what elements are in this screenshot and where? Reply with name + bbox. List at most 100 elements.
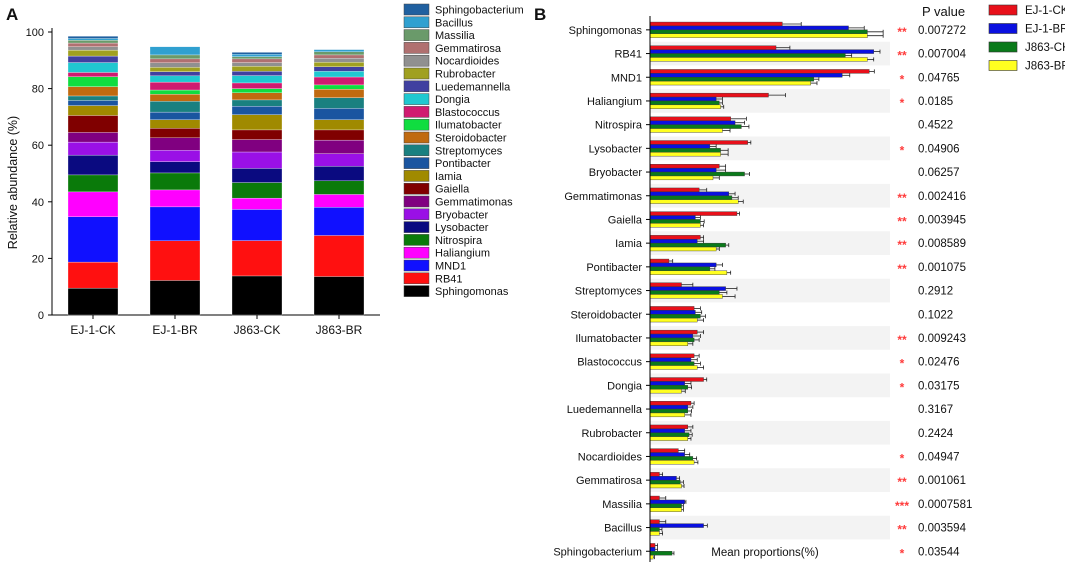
significance-nocardioides: * <box>900 451 905 465</box>
legend-label-bacillus: Bacillus <box>435 17 473 29</box>
p-value-mnd1: 0.04765 <box>918 72 960 84</box>
significance-blastococcus: * <box>900 357 905 371</box>
bar-blastococcus-j863-br <box>649 365 698 370</box>
legend-swatch-gemmatirosa <box>403 42 430 54</box>
stacked-segment-ej-1-br-gemmatirosa <box>149 58 201 63</box>
legend-label-massilia: Massilia <box>435 30 476 42</box>
stacked-segment-ej-1-ck-rb41 <box>67 261 119 289</box>
stacked-segment-ej-1-ck-nocardioides <box>67 46 119 51</box>
stacked-segment-ej-1-ck-iamia <box>67 105 119 116</box>
bar-sphingomonas-ej-1-br <box>649 25 849 31</box>
y-tick-label: 80 <box>32 84 44 96</box>
stacked-segment-ej-1-br-nocardioides <box>149 62 201 68</box>
p-value-bryobacter: 0.06257 <box>918 167 960 179</box>
stacked-segment-ej-1-ck-mnd1 <box>67 216 119 263</box>
bar-bryobacter-j863-ck <box>649 171 745 177</box>
stacked-segment-ej-1-br-sphingomonas <box>149 280 201 316</box>
bar-gaiella-j863-ck <box>649 219 701 224</box>
legend-swatch-j863-br <box>988 60 1018 71</box>
stacked-segment-j863-ck-dongia <box>231 75 283 84</box>
bar-haliangium-ej-1-ck <box>649 92 769 98</box>
legend-label-ej-1-ck: EJ-1-CK <box>1025 5 1065 17</box>
legend-label-j863-ck: J863-CK <box>1025 42 1065 54</box>
legend-swatch-haliangium <box>403 246 430 259</box>
p-value-streptomyces: 0.2912 <box>918 286 953 298</box>
stacked-segment-ej-1-br-nitrospira <box>149 172 201 191</box>
bar-mnd1-ej-1-ck <box>649 69 870 74</box>
bar-gemmatirosa-j863-br <box>649 483 682 489</box>
bar-gaiella-ej-1-ck <box>649 211 738 216</box>
category-label-nocardioides: Nocardioides <box>578 451 643 463</box>
p-value-pontibacter: 0.001075 <box>918 262 966 274</box>
panel-b-letter: B <box>534 5 546 24</box>
bar-nitrospira-j863-ck <box>649 124 742 129</box>
stacked-segment-j863-ck-nocardioides <box>231 62 283 67</box>
legend-label-nocardioides: Nocardioides <box>435 56 500 68</box>
stacked-segment-ej-1-ck-dongia <box>67 62 119 73</box>
p-value-blastococcus: 0.02476 <box>918 357 960 369</box>
bar-steroidobacter-j863-ck <box>649 314 701 319</box>
stacked-segment-j863-br-gemmatirosa <box>313 54 365 59</box>
stacked-segment-ej-1-ck-blastococcus <box>67 72 119 77</box>
bar-mnd1-ej-1-br <box>649 73 843 78</box>
legend-label-iamia: Iamia <box>435 171 463 183</box>
y-axis-label: Relative abundance (%) <box>6 116 20 249</box>
legend-swatch-steroidobacter <box>403 131 430 144</box>
category-label-dongia: Dongia <box>607 380 643 392</box>
bar-massilia-j863-br <box>649 507 682 512</box>
bar-lysobacter-ej-1-br <box>649 144 711 149</box>
significance-rb41: ** <box>897 49 907 63</box>
stacked-segment-ej-1-br-pontibacter <box>149 111 201 120</box>
row-band <box>650 373 890 398</box>
legend-swatch-gaiella <box>403 182 430 195</box>
stacked-segment-ej-1-br-gemmatimonas <box>149 137 201 151</box>
bar-nitrospira-ej-1-br <box>649 120 736 125</box>
bar-rb41-ej-1-br <box>649 49 874 54</box>
stacked-segment-j863-ck-sphingomonas <box>231 275 283 316</box>
stacked-segment-j863-ck-streptomyces <box>231 99 283 107</box>
bar-ilumatobacter-j863-ck <box>649 337 695 343</box>
legend-swatch-streptomyces <box>403 144 430 157</box>
bar-steroidobacter-j863-br <box>649 317 698 323</box>
p-value-rb41: 0.007004 <box>918 49 967 61</box>
stacked-segment-j863-br-iamia <box>313 119 365 131</box>
stacked-segment-j863-ck-gemmatimonas <box>231 139 283 153</box>
significance-haliangium: * <box>900 96 905 110</box>
bar-sphingomonas-j863-ck <box>649 29 868 34</box>
significance-dongia: * <box>900 380 905 394</box>
bar-streptomyces-ej-1-br <box>649 286 726 291</box>
bar-steroidobacter-ej-1-br <box>649 310 696 315</box>
row-band <box>650 326 890 350</box>
stacked-segment-ej-1-ck-gemmatimonas <box>67 132 119 143</box>
legend-label-mnd1: MND1 <box>435 261 466 273</box>
category-label-rb41: RB41 <box>614 49 642 61</box>
bar-gemmatirosa-j863-ck <box>649 479 681 485</box>
stacked-segment-j863-ck-gaiella <box>231 129 283 140</box>
stacked-segment-j863-br-rubrobacter <box>313 62 365 67</box>
stacked-segment-ej-1-ck-gaiella <box>67 115 119 133</box>
stacked-segment-j863-ck-rubrobacter <box>231 66 283 72</box>
p-value-header: P value <box>922 4 965 19</box>
significance-sphingomonas: ** <box>897 25 907 39</box>
category-label-haliangium: Haliangium <box>587 96 642 108</box>
legend-label-haliangium: Haliangium <box>435 248 490 260</box>
bar-rubrobacter-ej-1-br <box>649 428 685 433</box>
bar-rb41-j863-br <box>649 57 868 62</box>
legend-swatch-bryobacter <box>403 208 430 221</box>
bar-iamia-ej-1-ck <box>649 235 701 240</box>
category-label-rubrobacter: Rubrobacter <box>581 428 642 440</box>
stacked-segment-j863-br-lysobacter <box>313 165 365 182</box>
legend-swatch-rb41 <box>403 272 430 285</box>
bar-streptomyces-ej-1-ck <box>649 282 682 287</box>
stacked-segment-j863-ck-rb41 <box>231 240 283 277</box>
category-label-streptomyces: Streptomyces <box>575 286 643 298</box>
bar-nitrospira-ej-1-ck <box>649 116 731 121</box>
stacked-segment-j863-ck-blastococcus <box>231 82 283 89</box>
p-value-gaiella: 0.003945 <box>918 214 966 226</box>
stacked-segment-ej-1-br-streptomyces <box>149 101 201 113</box>
p-value-iamia: 0.008589 <box>918 238 966 250</box>
stacked-segment-j863-ck-luedemannella <box>231 71 283 76</box>
bar-mnd1-j863-ck <box>649 77 815 82</box>
bar-bryobacter-ej-1-ck <box>649 164 720 169</box>
